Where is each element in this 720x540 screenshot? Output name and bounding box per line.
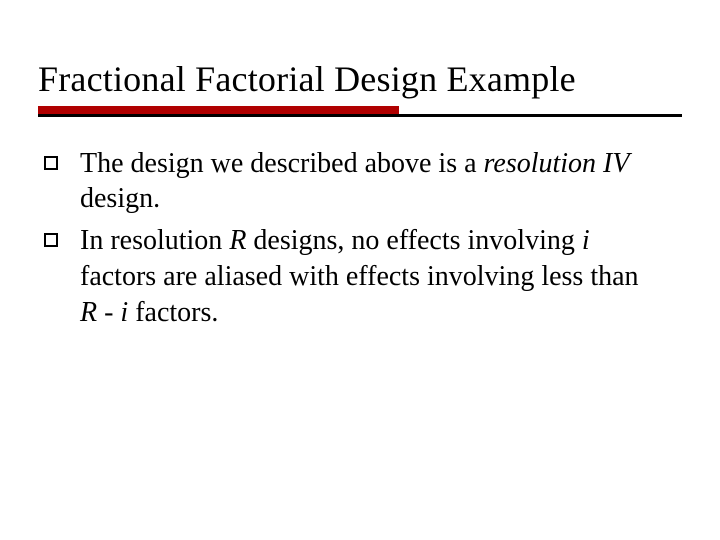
text-run: design. xyxy=(80,183,160,214)
slide-title: Fractional Factorial Design Example xyxy=(38,60,682,100)
bullet-item: In resolution R designs, no effects invo… xyxy=(44,223,662,330)
text-run-italic: i xyxy=(582,225,590,256)
text-run: In resolution xyxy=(80,225,229,256)
bullet-text: In resolution R designs, no effects invo… xyxy=(80,223,662,330)
bullet-item: The design we described above is a resol… xyxy=(44,146,662,218)
title-underline-red xyxy=(38,106,399,114)
square-bullet-icon xyxy=(44,156,58,170)
text-run: factors are aliased with effects involvi… xyxy=(80,261,639,292)
title-underline xyxy=(38,106,682,120)
slide: Fractional Factorial Design Example The … xyxy=(0,0,720,540)
slide-body: The design we described above is a resol… xyxy=(38,142,682,331)
text-run: The design we described above is a xyxy=(80,148,484,179)
square-bullet-icon xyxy=(44,233,58,247)
text-run: factors. xyxy=(128,297,218,328)
text-run-italic: R - i xyxy=(80,297,128,328)
text-run-italic: R xyxy=(229,225,246,256)
bullet-text: The design we described above is a resol… xyxy=(80,146,662,218)
text-run: designs, no effects involving xyxy=(246,225,581,256)
text-run-italic: resolution IV xyxy=(484,148,630,179)
title-underline-black xyxy=(38,114,682,117)
